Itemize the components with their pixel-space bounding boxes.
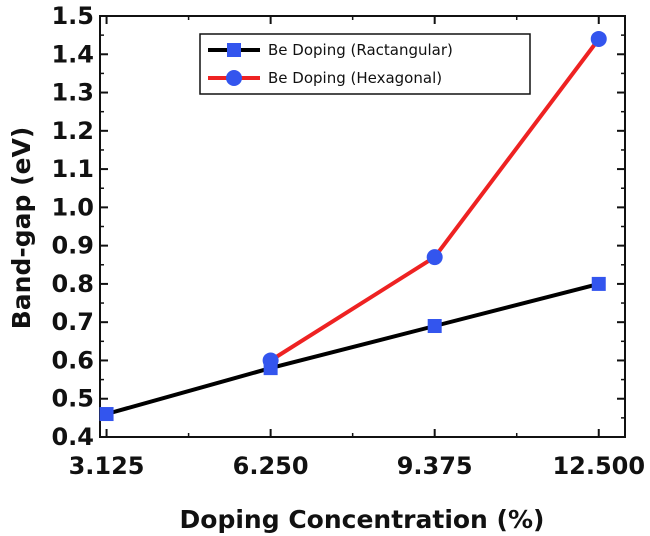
series-1 bbox=[99, 276, 606, 422]
legend-marker bbox=[227, 43, 241, 57]
data-point bbox=[99, 407, 114, 422]
y-tick-label: 0.5 bbox=[51, 385, 94, 413]
y-tick-label: 0.4 bbox=[51, 423, 94, 451]
legend-marker bbox=[226, 70, 242, 86]
series-line bbox=[106, 281, 600, 416]
y-tick-label: 0.8 bbox=[51, 270, 94, 298]
data-point bbox=[262, 352, 279, 369]
y-tick-label: 1.1 bbox=[51, 155, 94, 183]
axis-ticks: 0.4 0.5 0.6 0.7 0.8 0.9 1.0 1.1 1.2 1.3 1.4 1.5 3.12… bbox=[51, 2, 645, 480]
legend-entry: Be Doping (Hexagonal) bbox=[268, 69, 442, 87]
x-axis-title: Doping Concentration (%) bbox=[180, 505, 545, 534]
y-tick-label: 1.0 bbox=[51, 193, 94, 221]
data-point bbox=[427, 319, 442, 334]
x-tick-label: 12.500 bbox=[552, 452, 645, 480]
series-layer bbox=[99, 30, 607, 422]
legend: Be Doping (Ractangular) Be Doping (Hexago… bbox=[199, 33, 531, 95]
y-tick-label: 1.4 bbox=[51, 40, 94, 68]
y-tick-label: 1.5 bbox=[51, 2, 94, 30]
y-tick-label: 1.3 bbox=[51, 79, 94, 107]
data-point bbox=[426, 249, 443, 266]
series-2 bbox=[262, 30, 607, 369]
legend-entry: Be Doping (Ractangular) bbox=[268, 41, 453, 59]
y-tick-label: 1.2 bbox=[51, 117, 94, 145]
x-tick-label: 3.125 bbox=[69, 452, 145, 480]
y-tick-label: 0.7 bbox=[51, 308, 94, 336]
data-point bbox=[591, 276, 606, 291]
y-tick-label: 0.9 bbox=[51, 232, 94, 260]
data-point bbox=[590, 30, 607, 47]
x-tick-label: 6.250 bbox=[233, 452, 309, 480]
y-tick-label: 0.6 bbox=[51, 346, 94, 374]
legend-box bbox=[199, 33, 531, 95]
x-tick-label: 9.375 bbox=[397, 452, 473, 480]
y-axis-title: Band-gap (eV) bbox=[7, 127, 36, 330]
